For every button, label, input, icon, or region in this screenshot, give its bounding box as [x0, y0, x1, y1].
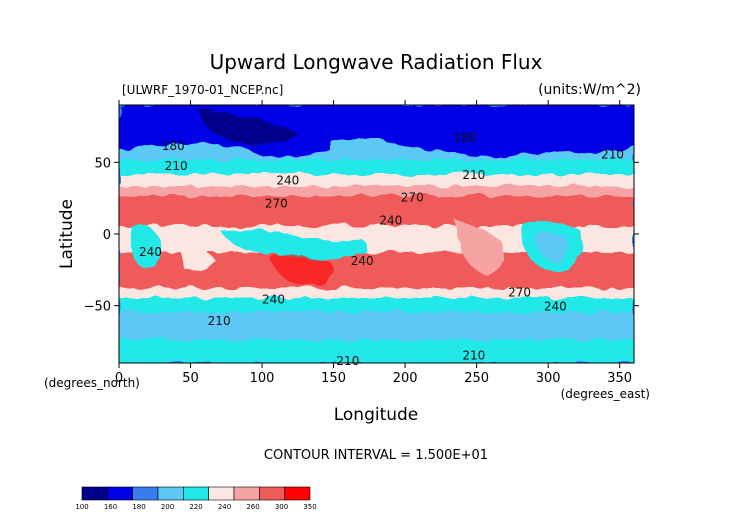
colorbar-tick-label: 300 [275, 503, 288, 511]
x-axis-ticks: 0 50 100 150 200 250 300 350 [115, 100, 632, 386]
contour-label: 210 [601, 148, 624, 162]
colorbar-swatch [284, 486, 311, 501]
colorbar-swatch [81, 486, 108, 501]
colorbar-swatch [208, 486, 235, 501]
colorbar-swatch [157, 486, 184, 501]
contour-label: 210 [462, 348, 485, 362]
y-tick-label: 50 [94, 156, 111, 171]
contour-label: 240 [379, 214, 402, 228]
contour-label: 270 [401, 191, 424, 205]
colorbar: 100 160 180 200 220 240 260 300 350 [75, 486, 317, 511]
colorbar-tick-label: 220 [189, 503, 202, 511]
contour-label: 270 [265, 196, 288, 210]
x-tick-label: 250 [464, 371, 489, 386]
colorbar-tick-label: 350 [303, 503, 316, 511]
y-unit-label: (degrees_north) [44, 376, 140, 390]
contour-label: 240 [351, 254, 374, 268]
x-tick-label: 0 [115, 371, 123, 386]
contour-label: 270 [508, 285, 531, 299]
contour-label: 210 [208, 314, 231, 328]
contour-label: 180 [162, 139, 185, 153]
contour-label: 240 [276, 174, 299, 188]
colorbar-tick-label: 240 [218, 503, 231, 511]
colorbar-swatch [107, 486, 133, 501]
x-unit-label: (degrees_east) [561, 387, 650, 401]
chart-title: Upward Longwave Radiation Flux [210, 50, 543, 74]
colorbar-tick-label: 100 [75, 503, 88, 511]
colorbar-tick-label: 180 [132, 503, 145, 511]
contour-label: 240 [262, 293, 285, 307]
x-tick-label: 350 [607, 371, 632, 386]
contour-label: 180 [454, 131, 477, 145]
contour-label: 210 [336, 354, 359, 368]
contour-labels: 180 180 210 210 210 240 240 270 270 240 240 240 240 2… [139, 131, 624, 369]
x-axis-label: Longitude [334, 405, 419, 425]
colorbar-swatch [233, 486, 260, 501]
colorbar-tick-label: 260 [246, 503, 259, 511]
x-tick-label: 150 [321, 371, 346, 386]
field-bands [119, 105, 634, 363]
file-label: [ULWRF_1970-01_NCEP.nc] [122, 83, 283, 97]
heatmap-field [119, 105, 634, 363]
contour-label: 210 [462, 168, 485, 182]
contour-label: 240 [544, 300, 567, 314]
contour-interval-text: CONTOUR INTERVAL = 1.500E+01 [264, 448, 488, 463]
colorbar-tick-label: 160 [104, 503, 117, 511]
colorbar-swatch [132, 486, 159, 501]
y-axis-label: Latitude [57, 199, 77, 269]
colorbar-tick-label: 200 [161, 503, 174, 511]
x-tick-label: 100 [250, 371, 275, 386]
y-axis-ticks: −50 0 50 [84, 156, 639, 315]
x-tick-label: 50 [182, 371, 199, 386]
contour-label: 240 [139, 245, 162, 259]
contour-label: 210 [165, 159, 188, 173]
y-tick-label: −50 [84, 300, 111, 315]
y-tick-label: 0 [103, 228, 111, 243]
units-label: (units:W/m^2) [538, 82, 641, 98]
colorbar-swatch [259, 486, 285, 501]
colorbar-swatch [183, 486, 209, 501]
x-tick-label: 200 [393, 371, 418, 386]
x-tick-label: 300 [536, 371, 561, 386]
